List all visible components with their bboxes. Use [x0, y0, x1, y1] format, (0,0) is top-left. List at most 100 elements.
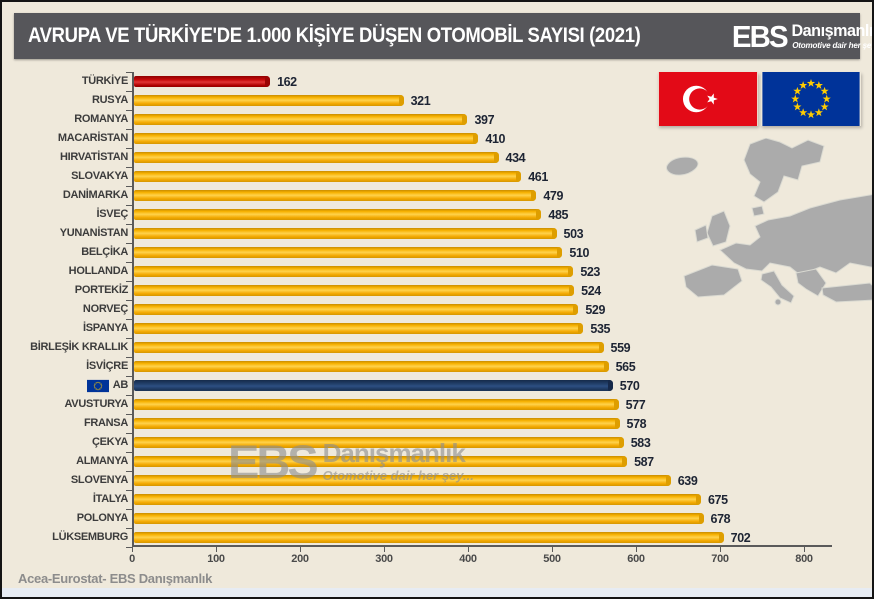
bar-row: 675	[134, 490, 832, 509]
category-label: İSVİÇRE	[8, 357, 128, 376]
category-label-text: BİRLEŞİK KRALLIK	[30, 341, 128, 353]
category-label: ROMANYA	[8, 110, 128, 129]
category-label: AVUSTURYA	[8, 395, 128, 414]
x-axis-tick	[300, 547, 301, 552]
bar-value-label: 510	[569, 245, 590, 260]
x-axis-tick	[468, 547, 469, 552]
bar-row: 577	[134, 395, 832, 414]
bar-value-label: 529	[585, 302, 606, 317]
bar-value-label: 397	[474, 112, 495, 127]
eu-flag-mini-icon	[86, 379, 109, 392]
category-label: FRANSA	[8, 414, 128, 433]
bar	[134, 380, 613, 391]
bar-value-label: 479	[543, 188, 564, 203]
bar-row: 434	[134, 148, 832, 167]
bar-value-label: 524	[581, 283, 601, 298]
category-label-text: İTALYA	[92, 493, 128, 505]
x-axis-tick-label: 200	[291, 553, 309, 565]
bar-row: 523	[134, 262, 832, 281]
category-label-text: ALMANYA	[76, 455, 128, 467]
bar-row: 479	[134, 186, 832, 205]
category-label: İSPANYA	[8, 319, 128, 338]
x-axis-tick-label: 500	[543, 553, 561, 565]
bar-value-label: 639	[677, 473, 698, 488]
ebs-logo: EBS Danışmanlık Otomotive dair her şey..…	[731, 18, 874, 54]
bar-value-label: 565	[615, 359, 636, 374]
europe-map	[666, 138, 872, 306]
flags-group	[658, 72, 861, 126]
x-axis-tick-label: 100	[207, 553, 225, 565]
category-label: HIRVATİSTAN	[8, 148, 128, 167]
category-label: İSVEÇ	[8, 205, 128, 224]
category-label: ALMANYA	[8, 452, 128, 471]
bar-value-label: 583	[630, 435, 651, 450]
bar-value-label: 434	[505, 150, 526, 165]
category-label-text: DANİMARKA	[62, 189, 128, 201]
value-axis: 0 100 200 300 400 500 600 700 800	[129, 547, 832, 569]
x-axis-tick	[636, 547, 637, 552]
bar	[134, 133, 479, 144]
bar-row: 565	[134, 357, 832, 376]
bar	[134, 323, 584, 334]
category-label: BELÇİKA	[8, 243, 128, 262]
category-label: TÜRKİYE	[8, 72, 128, 91]
category-label: MACARİSTAN	[8, 129, 128, 148]
x-axis-tick-label: 0	[129, 553, 135, 565]
bar-row: 485	[134, 205, 832, 224]
category-label: YUNANİSTAN	[8, 224, 129, 243]
category-label: HOLLANDA	[8, 262, 129, 281]
bar-row: 529	[134, 300, 832, 319]
bar	[134, 399, 619, 410]
category-axis-labels: TÜRKİYE RUSYA ROMANYA MACARİSTAN HIRVATİSTAN…	[8, 72, 128, 547]
category-label-text: LÜKSEMBURG	[52, 531, 128, 543]
x-axis-tick	[804, 547, 805, 552]
bar	[134, 494, 701, 505]
x-axis-tick	[384, 547, 385, 552]
bar	[134, 114, 468, 125]
category-label-text: TÜRKİYE	[81, 75, 128, 87]
category-label-text: İSPANYA	[83, 322, 128, 334]
category-label: SLOVAKYA	[8, 167, 128, 186]
category-label: İTALYA	[8, 490, 128, 509]
category-label-text: BELÇİKA	[81, 246, 128, 258]
bar-value-label: 587	[634, 454, 654, 469]
category-label-text: NORVEÇ	[82, 303, 128, 315]
bar-row: 461	[134, 167, 832, 186]
category-label-text: SLOVAKYA	[71, 170, 128, 182]
bar-value-label: 678	[710, 511, 731, 526]
bar	[134, 152, 499, 163]
category-label-text: HIRVATİSTAN	[60, 151, 128, 163]
category-label: BİRLEŞİK KRALLIK	[8, 338, 128, 357]
bar	[134, 266, 574, 277]
x-axis-tick-label: 700	[711, 553, 729, 565]
bar	[134, 304, 579, 315]
bar-row: 570	[134, 376, 832, 395]
bar-value-label: 578	[626, 416, 647, 431]
category-label-text: SLOVENYA	[70, 474, 128, 486]
bar-row: 162	[134, 72, 832, 91]
bar	[134, 342, 604, 353]
bar-row: 587	[134, 452, 832, 471]
bar-value-label: 535	[590, 321, 611, 336]
x-axis-tick-label: 800	[795, 553, 813, 565]
bar-row: 559	[134, 338, 832, 357]
bar-row: 535	[134, 319, 832, 338]
bar	[134, 228, 557, 239]
bar-row: 524	[134, 281, 832, 300]
bar	[134, 285, 575, 296]
category-label: DANİMARKA	[8, 186, 128, 205]
turkey-flag	[658, 72, 758, 126]
category-label: ÇEKYA	[8, 433, 128, 452]
bar-value-label: 577	[625, 397, 646, 412]
ebs-logo-name: Danışmanlık	[791, 21, 874, 41]
category-label: NORVEÇ	[8, 300, 128, 319]
source-credit: Acea-Eurostat- EBS Danışmanlık	[18, 571, 213, 586]
category-label-text: İSVEÇ	[96, 208, 128, 220]
bar-row: 702	[134, 528, 832, 547]
bar	[134, 209, 542, 220]
bar-value-label: 485	[548, 207, 569, 222]
category-label: POLONYA	[8, 509, 129, 528]
page-title: AVRUPA VE TÜRKİYE'DE 1.000 KİŞİYE DÜŞEN …	[28, 24, 641, 47]
ebs-logo-mark: EBS	[731, 18, 789, 54]
